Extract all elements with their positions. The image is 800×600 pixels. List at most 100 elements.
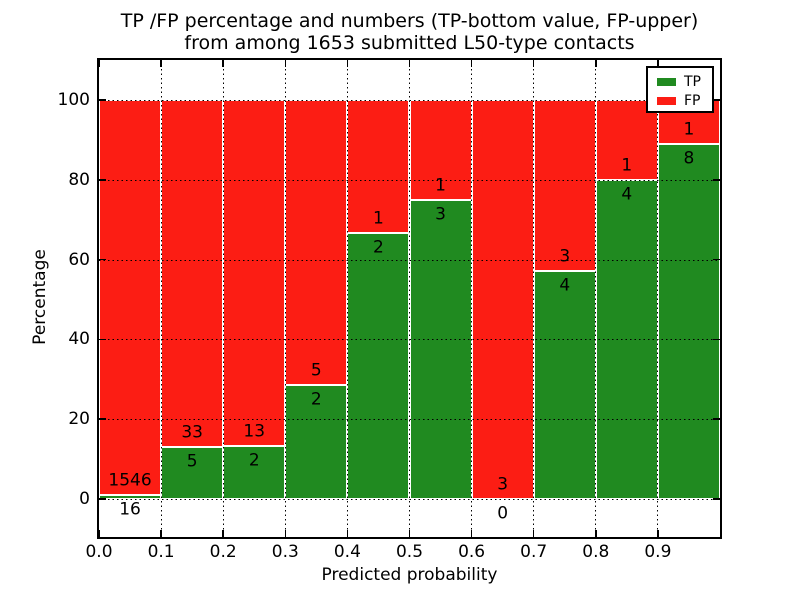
x-tick-mark xyxy=(532,530,535,537)
y-tick-label: 60 xyxy=(68,249,90,270)
x-tick-label: 0.0 xyxy=(85,542,113,562)
tp-count-label: 2 xyxy=(310,389,322,410)
y-tick-mark xyxy=(99,418,106,420)
legend-entry-fp: FP xyxy=(657,93,712,108)
y-tick-mark xyxy=(713,498,720,500)
gridline-vertical xyxy=(222,60,224,537)
x-tick-mark xyxy=(408,60,411,67)
gridline-vertical xyxy=(471,60,473,537)
x-tick-mark xyxy=(222,530,224,537)
fp-count-label: 1 xyxy=(435,175,446,196)
x-tick-mark xyxy=(160,60,162,67)
gridline-horizontal xyxy=(99,499,720,500)
x-tick-mark xyxy=(470,60,473,67)
bar-segment-fp xyxy=(161,100,224,447)
bar-segment-tp xyxy=(533,271,596,499)
bar-segment-fp xyxy=(99,100,162,495)
legend-label-tp: TP xyxy=(684,73,701,90)
gridline-vertical xyxy=(160,60,162,537)
y-tick-mark xyxy=(713,418,720,420)
chart-title: TP /FP percentage and numbers (TP-bottom… xyxy=(99,10,720,54)
tp-count-label: 5 xyxy=(186,451,198,471)
y-tick-label: 0 xyxy=(79,489,90,509)
fp-count-label: 33 xyxy=(181,422,203,442)
bar-segment-fp xyxy=(471,100,534,499)
tp-count-label: 2 xyxy=(248,450,260,471)
fp-count-label: 1 xyxy=(373,208,384,229)
plot-area: TP FP 1546 16 33 5 13 2 5 2 1 2 1 3 3 0 3 4 1 4 1 8 xyxy=(97,58,722,539)
y-tick-mark xyxy=(99,258,106,261)
x-tick-label: 0.9 xyxy=(644,542,672,562)
tp-count-label: 4 xyxy=(621,184,633,205)
x-tick-mark xyxy=(222,60,224,67)
tp-swatch-icon xyxy=(657,77,676,86)
x-tick-mark xyxy=(532,60,535,67)
y-tick-mark xyxy=(713,99,720,101)
y-tick-label: 40 xyxy=(68,329,90,350)
y-tick-mark xyxy=(99,338,106,341)
x-tick-mark xyxy=(346,530,349,537)
x-tick-label: 0.6 xyxy=(458,542,486,562)
x-tick-label: 0.5 xyxy=(395,542,424,562)
gridline-vertical xyxy=(595,60,597,537)
y-tick-mark xyxy=(99,498,106,500)
x-tick-mark xyxy=(408,530,411,537)
tp-count-label: 8 xyxy=(683,148,695,169)
fp-count-label: 3 xyxy=(497,474,509,495)
fp-count-label: 3 xyxy=(559,246,571,267)
tp-count-label: 3 xyxy=(435,204,446,225)
y-axis-title: Percentage xyxy=(30,249,50,345)
bar-segment-tp xyxy=(223,445,286,499)
gridline-vertical xyxy=(533,60,535,537)
x-tick-label: 0.7 xyxy=(520,542,548,562)
bar-segment-fp xyxy=(595,100,658,180)
y-tick-label: 20 xyxy=(68,409,90,430)
x-tick-mark xyxy=(98,530,100,537)
legend-entry-tp: TP xyxy=(657,74,712,89)
fp-count-label: 1 xyxy=(621,155,633,176)
x-tick-mark xyxy=(657,530,659,537)
bar-segment-fp xyxy=(347,100,410,233)
bar-segment-fp xyxy=(409,100,472,200)
y-tick-mark xyxy=(713,258,720,261)
chart-title-line1: TP /FP percentage and numbers (TP-bottom… xyxy=(120,10,699,32)
gridline-vertical xyxy=(284,60,286,537)
gridline-horizontal xyxy=(99,259,720,261)
fp-count-label: 1 xyxy=(683,119,695,140)
y-tick-mark xyxy=(713,179,720,181)
bar-segment-tp xyxy=(409,199,472,499)
y-tick-mark xyxy=(713,338,720,341)
gridline-horizontal xyxy=(99,179,720,181)
y-tick-label: 100 xyxy=(57,90,90,110)
x-tick-label: 0.2 xyxy=(209,542,237,562)
gridline-horizontal xyxy=(99,339,720,341)
x-tick-mark xyxy=(160,530,162,537)
fp-swatch-icon xyxy=(657,96,676,105)
x-tick-label: 0.8 xyxy=(582,542,610,562)
x-tick-mark xyxy=(98,60,100,67)
legend-label-fp: FP xyxy=(684,92,701,109)
tp-count-label: 0 xyxy=(497,503,509,524)
x-tick-label: 0.4 xyxy=(333,542,361,562)
gridline-vertical xyxy=(409,60,410,537)
x-tick-mark xyxy=(595,530,597,537)
bar-segment-fp xyxy=(285,100,348,385)
x-tick-mark xyxy=(284,60,287,67)
bar-segment-fp xyxy=(533,100,596,271)
legend: TP FP xyxy=(646,66,714,113)
bar-segment-tp xyxy=(347,233,410,499)
bar-segment-tp xyxy=(285,385,348,499)
x-tick-mark xyxy=(470,530,473,537)
fp-count-label: 5 xyxy=(310,360,322,381)
gridline-horizontal xyxy=(99,100,720,101)
y-tick-mark xyxy=(99,179,106,181)
x-tick-label: 0.3 xyxy=(271,542,299,562)
y-tick-label: 80 xyxy=(68,169,90,190)
bar-segment-tp xyxy=(99,494,162,499)
x-tick-mark xyxy=(346,60,349,67)
chart-title-line2: from among 1653 submitted L50-type conta… xyxy=(184,32,635,54)
bar-segment-tp xyxy=(161,446,224,499)
tp-count-label: 16 xyxy=(119,499,141,520)
gridline-horizontal xyxy=(99,419,720,421)
